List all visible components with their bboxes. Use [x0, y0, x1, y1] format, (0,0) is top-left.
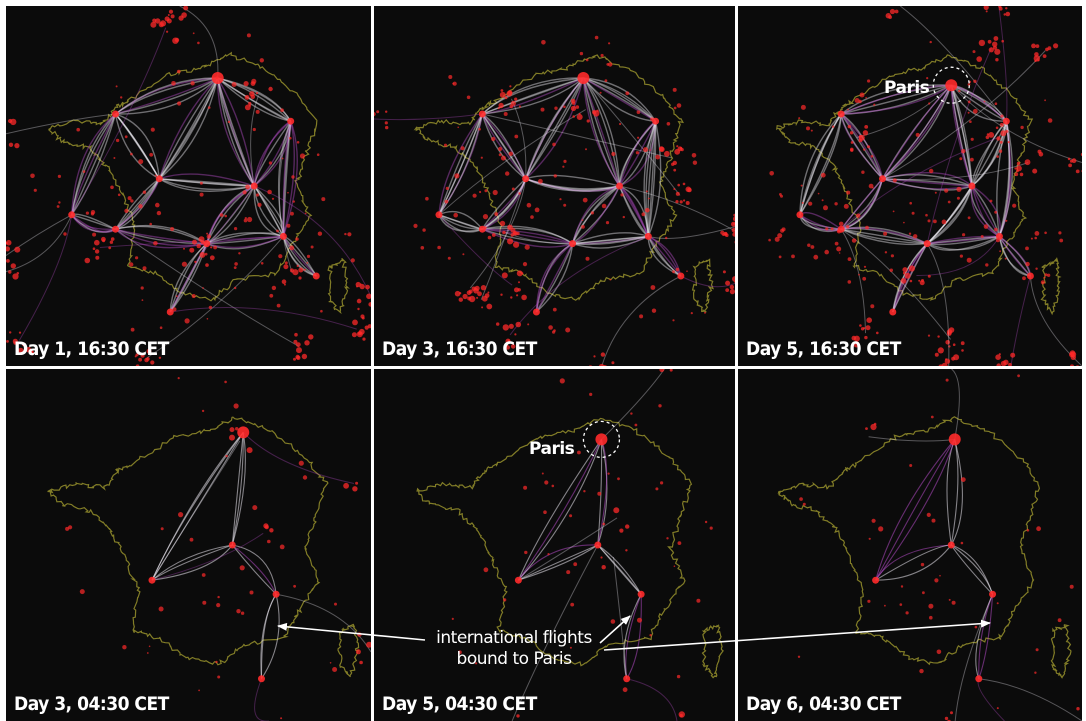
flight-bundle-map — [374, 35, 735, 366]
panel-caption: Day 3, 04:30 CET — [14, 693, 169, 715]
panel-caption: Day 5, 16:30 CET — [746, 338, 901, 360]
flight-bundle-map — [6, 6, 371, 366]
panel-day5-0430: Paris Day 5, 04:30 CET — [374, 369, 735, 721]
flight-bundle-map — [768, 6, 1082, 366]
annotation-text: international flights bound to Paris — [423, 628, 605, 670]
panel-caption: Day 1, 16:30 CET — [14, 338, 169, 360]
panel-day6-0430: Day 6, 04:30 CET — [738, 369, 1082, 721]
paris-label: Paris — [529, 439, 575, 459]
panel-caption: Day 3, 16:30 CET — [382, 338, 537, 360]
panel-day3-1630: Day 3, 16:30 CET — [374, 6, 735, 366]
panel-day3-0430: Day 3, 04:30 CET — [6, 369, 371, 721]
flight-bundle-map — [47, 377, 371, 721]
annotation-line-1: international flights — [436, 628, 592, 648]
flight-bundle-map — [777, 369, 1082, 721]
panel-day5-1630: Paris Day 5, 16:30 CET — [738, 6, 1082, 366]
panel-day1-1630: Day 1, 16:30 CET — [6, 6, 371, 366]
panel-caption: Day 6, 04:30 CET — [746, 693, 901, 715]
panel-caption: Day 5, 04:30 CET — [382, 693, 537, 715]
flight-bundle-map — [416, 369, 724, 721]
paris-label: Paris — [884, 78, 930, 98]
annotation-line-2: bound to Paris — [456, 649, 572, 669]
